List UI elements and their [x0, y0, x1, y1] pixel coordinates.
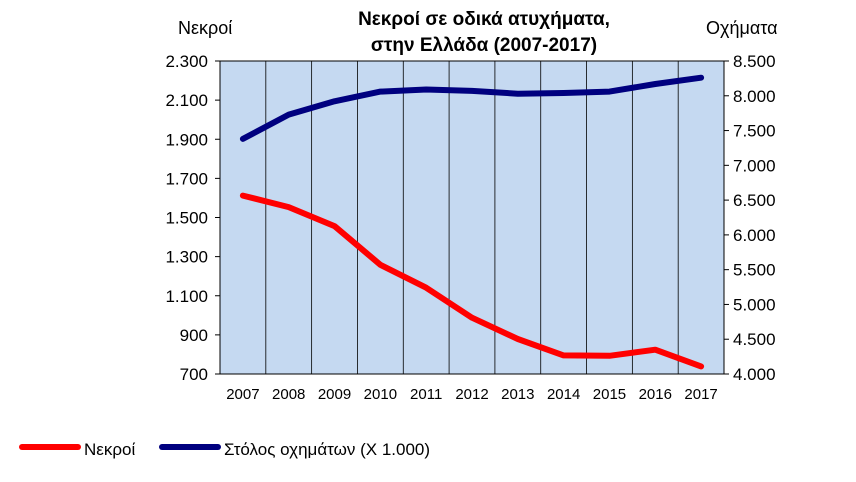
legend: Νεκροί Στόλος οχημάτων (Χ 1.000) — [19, 440, 430, 459]
right-tick-label: 5.000 — [733, 295, 776, 314]
right-tick-label: 6.000 — [733, 226, 776, 245]
left-tick-label: 1.500 — [165, 209, 208, 228]
left-tick-label: 1.300 — [165, 248, 208, 267]
left-tick-label: 1.900 — [165, 130, 208, 149]
x-tick-label: 2009 — [318, 386, 351, 403]
right-tick-label: 4.500 — [733, 330, 776, 349]
x-tick-label: 2017 — [684, 386, 717, 403]
left-tick-label: 1.100 — [165, 287, 208, 306]
x-tick-label: 2016 — [639, 386, 672, 403]
right-axis-title: Οχήματα — [706, 18, 778, 38]
series-line-deaths — [239, 192, 705, 370]
left-axis-title: Νεκροί — [178, 18, 232, 38]
plot-area — [220, 61, 724, 374]
left-tick-label: 2.300 — [165, 52, 208, 71]
x-tick-label: 2011 — [410, 386, 442, 403]
x-tick-label: 2012 — [455, 386, 488, 403]
legend-label-deaths: Νεκροί — [84, 440, 135, 459]
right-tick-label: 7.500 — [733, 122, 776, 141]
x-tick-label: 2013 — [501, 386, 534, 403]
series-lines — [239, 74, 705, 370]
x-tick-label: 2015 — [593, 386, 626, 403]
left-tick-label: 900 — [180, 326, 208, 345]
x-tick-label: 2007 — [226, 386, 259, 403]
left-tick-label: 2.100 — [165, 91, 208, 110]
x-tick-label: 2008 — [272, 386, 305, 403]
right-tick-label: 8.000 — [733, 87, 776, 106]
gridlines — [265, 61, 679, 374]
right-tick-label: 7.000 — [733, 156, 776, 175]
chart-title-line1: Νεκροί σε οδικά ατυχήματα, — [358, 9, 610, 30]
series-line-vehicle-fleet — [239, 74, 705, 142]
legend-label-vehicle-fleet: Στόλος οχημάτων (Χ 1.000) — [224, 440, 430, 459]
chart-title-line2: στην Ελλάδα (2007-2017) — [371, 35, 597, 56]
right-tick-label: 4.000 — [733, 365, 776, 384]
right-tick-label: 8.500 — [733, 52, 776, 71]
left-tick-label: 1.700 — [165, 169, 208, 188]
tick-labels: 2.300 2.100 1.900 1.700 1.500 1.300 1.100 900 70… — [165, 52, 775, 403]
right-tick-label: 6.500 — [733, 191, 776, 210]
x-tick-label: 2010 — [364, 386, 397, 403]
x-tick-label: 2014 — [547, 386, 580, 403]
right-tick-label: 5.500 — [733, 261, 776, 280]
left-tick-label: 700 — [180, 365, 208, 384]
